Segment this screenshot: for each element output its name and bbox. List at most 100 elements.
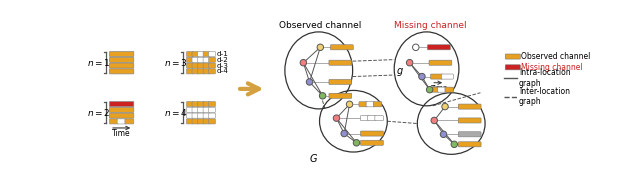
FancyBboxPatch shape — [329, 79, 352, 84]
FancyBboxPatch shape — [330, 45, 353, 50]
FancyBboxPatch shape — [329, 60, 352, 65]
Text: d-1: d-1 — [216, 51, 228, 57]
FancyBboxPatch shape — [192, 63, 199, 68]
FancyBboxPatch shape — [431, 74, 443, 79]
FancyBboxPatch shape — [203, 113, 210, 118]
Circle shape — [307, 79, 313, 85]
FancyBboxPatch shape — [329, 93, 352, 98]
FancyBboxPatch shape — [360, 131, 383, 136]
FancyBboxPatch shape — [109, 119, 118, 124]
FancyBboxPatch shape — [360, 140, 383, 145]
FancyBboxPatch shape — [458, 132, 481, 137]
FancyBboxPatch shape — [209, 102, 216, 107]
FancyBboxPatch shape — [375, 116, 383, 121]
Circle shape — [341, 130, 348, 137]
FancyBboxPatch shape — [109, 69, 134, 74]
FancyBboxPatch shape — [109, 57, 134, 62]
FancyBboxPatch shape — [203, 119, 210, 124]
FancyBboxPatch shape — [192, 119, 199, 124]
Text: Time: Time — [429, 85, 447, 91]
Text: $G$: $G$ — [309, 152, 318, 164]
Circle shape — [346, 101, 353, 108]
FancyBboxPatch shape — [203, 107, 210, 112]
Circle shape — [413, 44, 419, 51]
FancyBboxPatch shape — [186, 57, 193, 62]
FancyBboxPatch shape — [505, 54, 520, 59]
FancyBboxPatch shape — [431, 87, 439, 92]
Circle shape — [431, 117, 438, 124]
FancyBboxPatch shape — [198, 119, 204, 124]
FancyBboxPatch shape — [209, 119, 216, 124]
FancyBboxPatch shape — [192, 69, 199, 74]
FancyBboxPatch shape — [109, 107, 134, 112]
FancyBboxPatch shape — [192, 107, 199, 112]
FancyBboxPatch shape — [203, 63, 210, 68]
FancyBboxPatch shape — [359, 102, 367, 107]
FancyBboxPatch shape — [198, 63, 204, 68]
Text: d-3: d-3 — [216, 63, 228, 69]
FancyBboxPatch shape — [198, 57, 204, 62]
Text: $n=1$: $n=1$ — [86, 57, 110, 68]
FancyBboxPatch shape — [198, 107, 204, 112]
FancyBboxPatch shape — [203, 69, 210, 74]
FancyBboxPatch shape — [438, 87, 446, 92]
Circle shape — [353, 140, 360, 146]
FancyBboxPatch shape — [109, 63, 134, 68]
FancyBboxPatch shape — [209, 107, 216, 112]
FancyBboxPatch shape — [198, 102, 204, 107]
FancyBboxPatch shape — [373, 102, 381, 107]
FancyBboxPatch shape — [186, 69, 193, 74]
Text: Missing channel: Missing channel — [394, 21, 467, 30]
FancyBboxPatch shape — [368, 116, 376, 121]
Text: Intra-location
graph: Intra-location graph — [519, 68, 571, 88]
Text: Observed channel: Observed channel — [521, 52, 591, 61]
FancyBboxPatch shape — [198, 69, 204, 74]
Text: Inter-location
graph: Inter-location graph — [519, 87, 570, 106]
FancyBboxPatch shape — [117, 119, 126, 124]
Circle shape — [300, 59, 307, 66]
Circle shape — [426, 86, 433, 93]
FancyBboxPatch shape — [192, 102, 199, 107]
FancyBboxPatch shape — [209, 113, 216, 118]
FancyBboxPatch shape — [198, 113, 204, 118]
FancyBboxPatch shape — [445, 87, 453, 92]
Circle shape — [317, 44, 324, 51]
FancyBboxPatch shape — [186, 107, 193, 112]
FancyBboxPatch shape — [186, 63, 193, 68]
FancyBboxPatch shape — [109, 113, 134, 118]
FancyBboxPatch shape — [458, 142, 481, 147]
Text: $n=4$: $n=4$ — [164, 107, 188, 118]
FancyBboxPatch shape — [209, 69, 216, 74]
Text: $n=2$: $n=2$ — [87, 107, 110, 118]
FancyBboxPatch shape — [458, 104, 481, 109]
FancyBboxPatch shape — [109, 102, 134, 107]
FancyBboxPatch shape — [125, 119, 134, 124]
FancyBboxPatch shape — [198, 52, 204, 56]
Circle shape — [319, 93, 326, 99]
FancyBboxPatch shape — [203, 57, 210, 62]
FancyBboxPatch shape — [109, 52, 134, 56]
Circle shape — [419, 73, 425, 80]
FancyBboxPatch shape — [209, 57, 216, 62]
Text: Missing channel: Missing channel — [521, 63, 583, 72]
Text: Time: Time — [113, 130, 131, 139]
FancyBboxPatch shape — [186, 52, 193, 56]
FancyBboxPatch shape — [458, 118, 481, 123]
Text: d-4: d-4 — [216, 68, 228, 74]
FancyBboxPatch shape — [209, 63, 216, 68]
FancyBboxPatch shape — [186, 113, 193, 118]
FancyBboxPatch shape — [186, 102, 193, 107]
FancyBboxPatch shape — [428, 45, 451, 50]
Circle shape — [440, 131, 447, 138]
Circle shape — [442, 103, 448, 110]
FancyBboxPatch shape — [209, 52, 216, 56]
FancyBboxPatch shape — [203, 102, 210, 107]
Text: $n=3$: $n=3$ — [164, 57, 188, 68]
Circle shape — [406, 59, 413, 66]
Circle shape — [451, 141, 458, 147]
Circle shape — [333, 115, 340, 121]
FancyBboxPatch shape — [505, 65, 520, 70]
Text: $g$: $g$ — [396, 66, 404, 78]
FancyBboxPatch shape — [186, 119, 193, 124]
FancyBboxPatch shape — [360, 116, 369, 121]
